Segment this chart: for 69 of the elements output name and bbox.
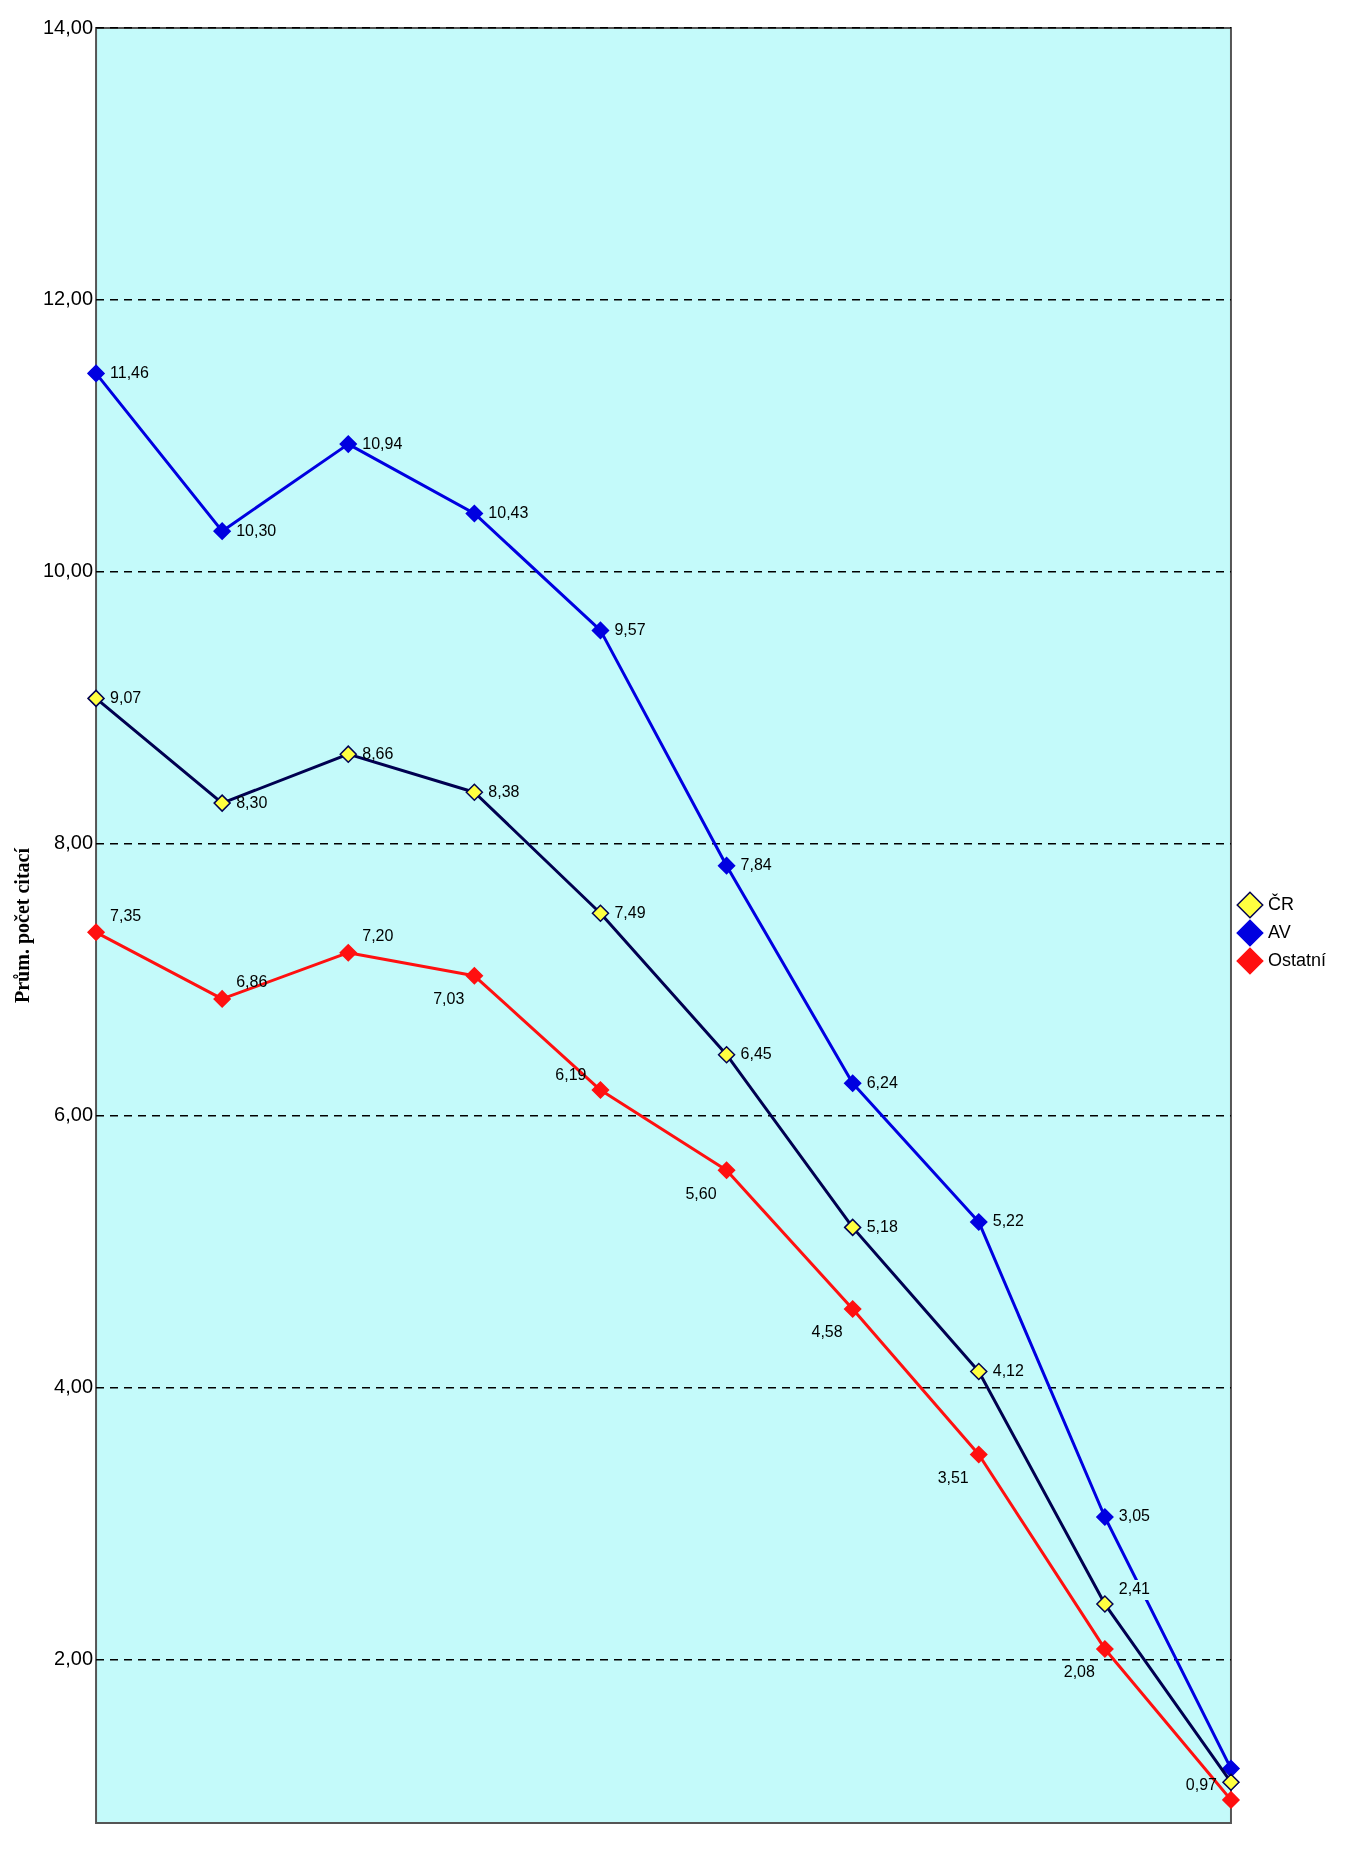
- point: [87, 689, 105, 708]
- data-label: 4,58: [811, 1323, 843, 1341]
- y-tick-label: 12,00: [42, 287, 94, 310]
- data-label: 8,30: [236, 793, 268, 811]
- data-label: 3,05: [1118, 1507, 1151, 1525]
- legend-label: ČR: [1267, 892, 1294, 914]
- point: [970, 1362, 988, 1381]
- point: [213, 794, 231, 812]
- point: [339, 943, 358, 962]
- data-label: 7,84: [740, 856, 772, 874]
- data-label: 6,19: [555, 1066, 587, 1084]
- point: [87, 364, 105, 383]
- data-label: 9,57: [614, 620, 646, 638]
- point: [591, 904, 610, 923]
- point: [213, 990, 231, 1008]
- data-label: 7,20: [362, 927, 394, 945]
- data-label: 6,86: [236, 973, 268, 991]
- data-label: 8,66: [362, 744, 394, 762]
- y-tick-label: 8,00: [54, 831, 94, 854]
- point: [465, 967, 484, 985]
- point: [591, 621, 610, 640]
- data-label: 7,35: [110, 906, 142, 924]
- data-label: 9,07: [110, 688, 142, 706]
- data-label: 10,30: [236, 521, 277, 539]
- data-label: 0,97: [1185, 1776, 1218, 1794]
- data-label: 7,49: [614, 903, 646, 921]
- point: [1096, 1640, 1114, 1658]
- data-label: 5,60: [685, 1184, 717, 1202]
- y-tick-label: 10,00: [42, 559, 94, 582]
- point: [970, 1445, 988, 1464]
- point: [1222, 1773, 1240, 1791]
- y-tick-label: 4,00: [54, 1375, 94, 1398]
- data-label: 8,38: [488, 782, 520, 800]
- point: [843, 1074, 862, 1092]
- data-label: 5,22: [992, 1212, 1025, 1230]
- point: [465, 783, 484, 801]
- point: [717, 1045, 736, 1064]
- point: [465, 504, 484, 523]
- data-label: 3,51: [937, 1468, 969, 1486]
- point: [339, 745, 358, 763]
- point: [717, 1161, 736, 1180]
- point: [591, 1081, 610, 1099]
- point: [1096, 1508, 1114, 1526]
- y-tick-label: 6,00: [54, 1103, 94, 1126]
- point: [1222, 1759, 1240, 1778]
- point: [717, 856, 736, 875]
- y-axis-title: Prům. počet citací: [11, 847, 35, 1003]
- data-label: 2,08: [1063, 1663, 1095, 1681]
- y-tick-label: 2,00: [54, 1647, 94, 1670]
- data-label: 11,46: [110, 363, 149, 381]
- point: [970, 1213, 988, 1231]
- point: [87, 923, 105, 942]
- point: [339, 435, 358, 453]
- data-label: 6,45: [740, 1045, 772, 1063]
- data-label: 10,94: [362, 434, 403, 452]
- point: [843, 1218, 862, 1237]
- point: [213, 522, 231, 540]
- legend-label: Ostatní: [1267, 949, 1327, 970]
- point: [1222, 1791, 1240, 1809]
- y-tick-label: 14,00: [42, 15, 94, 38]
- point: [843, 1300, 862, 1318]
- data-label: 6,24: [866, 1073, 898, 1091]
- data-label: 5,18: [866, 1217, 898, 1235]
- data-label: 10,43: [488, 503, 529, 521]
- legend-label: AV: [1267, 921, 1291, 942]
- data-label: 2,41: [1118, 1580, 1151, 1598]
- data-label: 4,12: [992, 1361, 1025, 1379]
- point: [1096, 1595, 1114, 1613]
- data-label: 7,03: [433, 990, 465, 1008]
